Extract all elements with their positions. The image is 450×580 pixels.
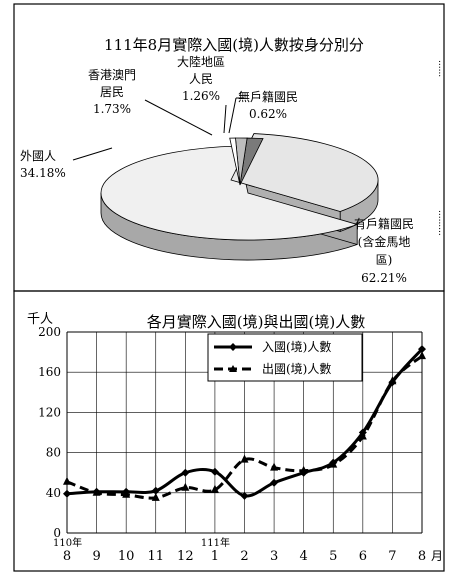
x-tick-label: 3 xyxy=(270,549,278,564)
data-point-outbound xyxy=(270,462,279,471)
pie-label-hkmo: 香港澳門 居民 1.73% xyxy=(88,68,136,116)
pie-value-text: 62.21% xyxy=(361,271,407,285)
data-point-outbound xyxy=(151,492,160,501)
pie-label-text: 香港澳門 xyxy=(88,68,136,82)
data-point-outbound xyxy=(329,459,338,468)
pie-label-foreign: 外國人 34.18% xyxy=(20,149,66,180)
x-tick-label: 12 xyxy=(177,549,194,564)
legend-label-inbound: 入國(境)人數 xyxy=(262,339,331,354)
y-axis-label: 千人 xyxy=(27,312,53,327)
pie-label-text: 有戶籍國民 xyxy=(354,216,414,231)
legend: 入國(境)人數 出國(境)人數 xyxy=(207,333,363,382)
leader-line-foreign xyxy=(72,147,113,161)
x-tick-label: 5 xyxy=(329,549,337,564)
y-tick-label: 200 xyxy=(38,325,61,339)
data-point-inbound xyxy=(63,489,71,498)
pie-label-text: 人民 xyxy=(189,72,213,86)
data-point-outbound xyxy=(122,489,131,498)
data-point-inbound xyxy=(151,486,160,495)
x-year-label: 111年 xyxy=(201,536,230,549)
leader-line-no-household-2 xyxy=(228,97,237,134)
pie-slice xyxy=(100,145,359,241)
x-unit-label: 月 xyxy=(431,549,443,563)
legend-marker-outbound xyxy=(229,365,237,372)
pie-label-mainland: 大陸地區 人民 1.26% xyxy=(177,55,225,103)
line-title: 各月實際入國(境)與出國(境)人數 xyxy=(147,313,365,331)
data-point-inbound xyxy=(181,468,190,477)
data-point-outbound xyxy=(210,484,219,493)
x-tick-label: 11 xyxy=(147,549,164,564)
data-point-outbound xyxy=(92,487,101,496)
pie-value-text: 0.62% xyxy=(249,107,287,121)
pie-value-text: 34.18% xyxy=(20,166,66,180)
y-tick-label: 160 xyxy=(38,365,61,379)
pie-title: 111年8月實際入國(境)人數按身分別分 xyxy=(104,36,364,54)
x-tick-label: 10 xyxy=(118,549,135,564)
leader-line-hkmo xyxy=(144,99,213,136)
pie-label-text: (含金馬地 xyxy=(358,234,411,249)
side-mark-bottom: ......... xyxy=(436,210,446,236)
pie-label-text: 無戶籍國民 xyxy=(238,89,298,104)
legend-marker-inbound xyxy=(229,343,237,351)
data-point-inbound xyxy=(240,491,249,500)
data-point-outbound xyxy=(63,476,71,485)
legend-box xyxy=(207,333,363,382)
x-tick-label: 2 xyxy=(240,549,248,564)
x-year-label: 110年 xyxy=(53,536,82,549)
data-point-outbound xyxy=(418,351,426,360)
y-tick-label: 120 xyxy=(38,405,61,419)
pie-slice xyxy=(229,137,241,186)
pie-value-text: 1.26% xyxy=(182,89,220,103)
data-point-inbound xyxy=(418,345,426,354)
pie-label-text: 居民 xyxy=(100,85,124,99)
x-tick-label: 7 xyxy=(388,549,396,564)
x-tick-label: 6 xyxy=(359,549,367,564)
x-tick-label: 9 xyxy=(92,549,100,564)
pie-label-text: 外國人 xyxy=(20,149,56,163)
side-mark-top: ...... xyxy=(436,60,446,77)
data-point-outbound xyxy=(299,465,308,474)
pie-slice xyxy=(230,133,379,212)
pie-label-no-household: 無戶籍國民 0.62% xyxy=(238,89,298,121)
data-point-outbound xyxy=(181,482,190,491)
data-point-outbound xyxy=(240,454,249,463)
y-tick-label: 0 xyxy=(53,526,61,540)
y-tick-label: 80 xyxy=(46,446,61,460)
data-point-inbound xyxy=(270,478,279,487)
x-tick-label: 1 xyxy=(211,549,219,564)
x-tick-label: 8 xyxy=(63,549,71,564)
leader-line-mainland xyxy=(223,104,227,134)
data-point-outbound xyxy=(358,431,367,440)
data-point-outbound xyxy=(388,376,397,385)
legend-label-outbound: 出國(境)人數 xyxy=(262,361,331,376)
pie-label-text: 大陸地區 xyxy=(177,55,225,69)
y-tick-label: 40 xyxy=(46,486,61,500)
pie-label-household: 有戶籍國民 (含金馬地 區) 62.21% xyxy=(354,216,414,285)
pie-chart xyxy=(100,133,379,261)
pie-label-text: 區) xyxy=(376,253,393,267)
x-tick-label: 4 xyxy=(300,549,308,564)
x-tick-label: 8 xyxy=(418,549,426,564)
data-point-inbound xyxy=(210,467,219,476)
line-panel-frame xyxy=(13,290,445,572)
pie-value-text: 1.73% xyxy=(93,102,131,116)
